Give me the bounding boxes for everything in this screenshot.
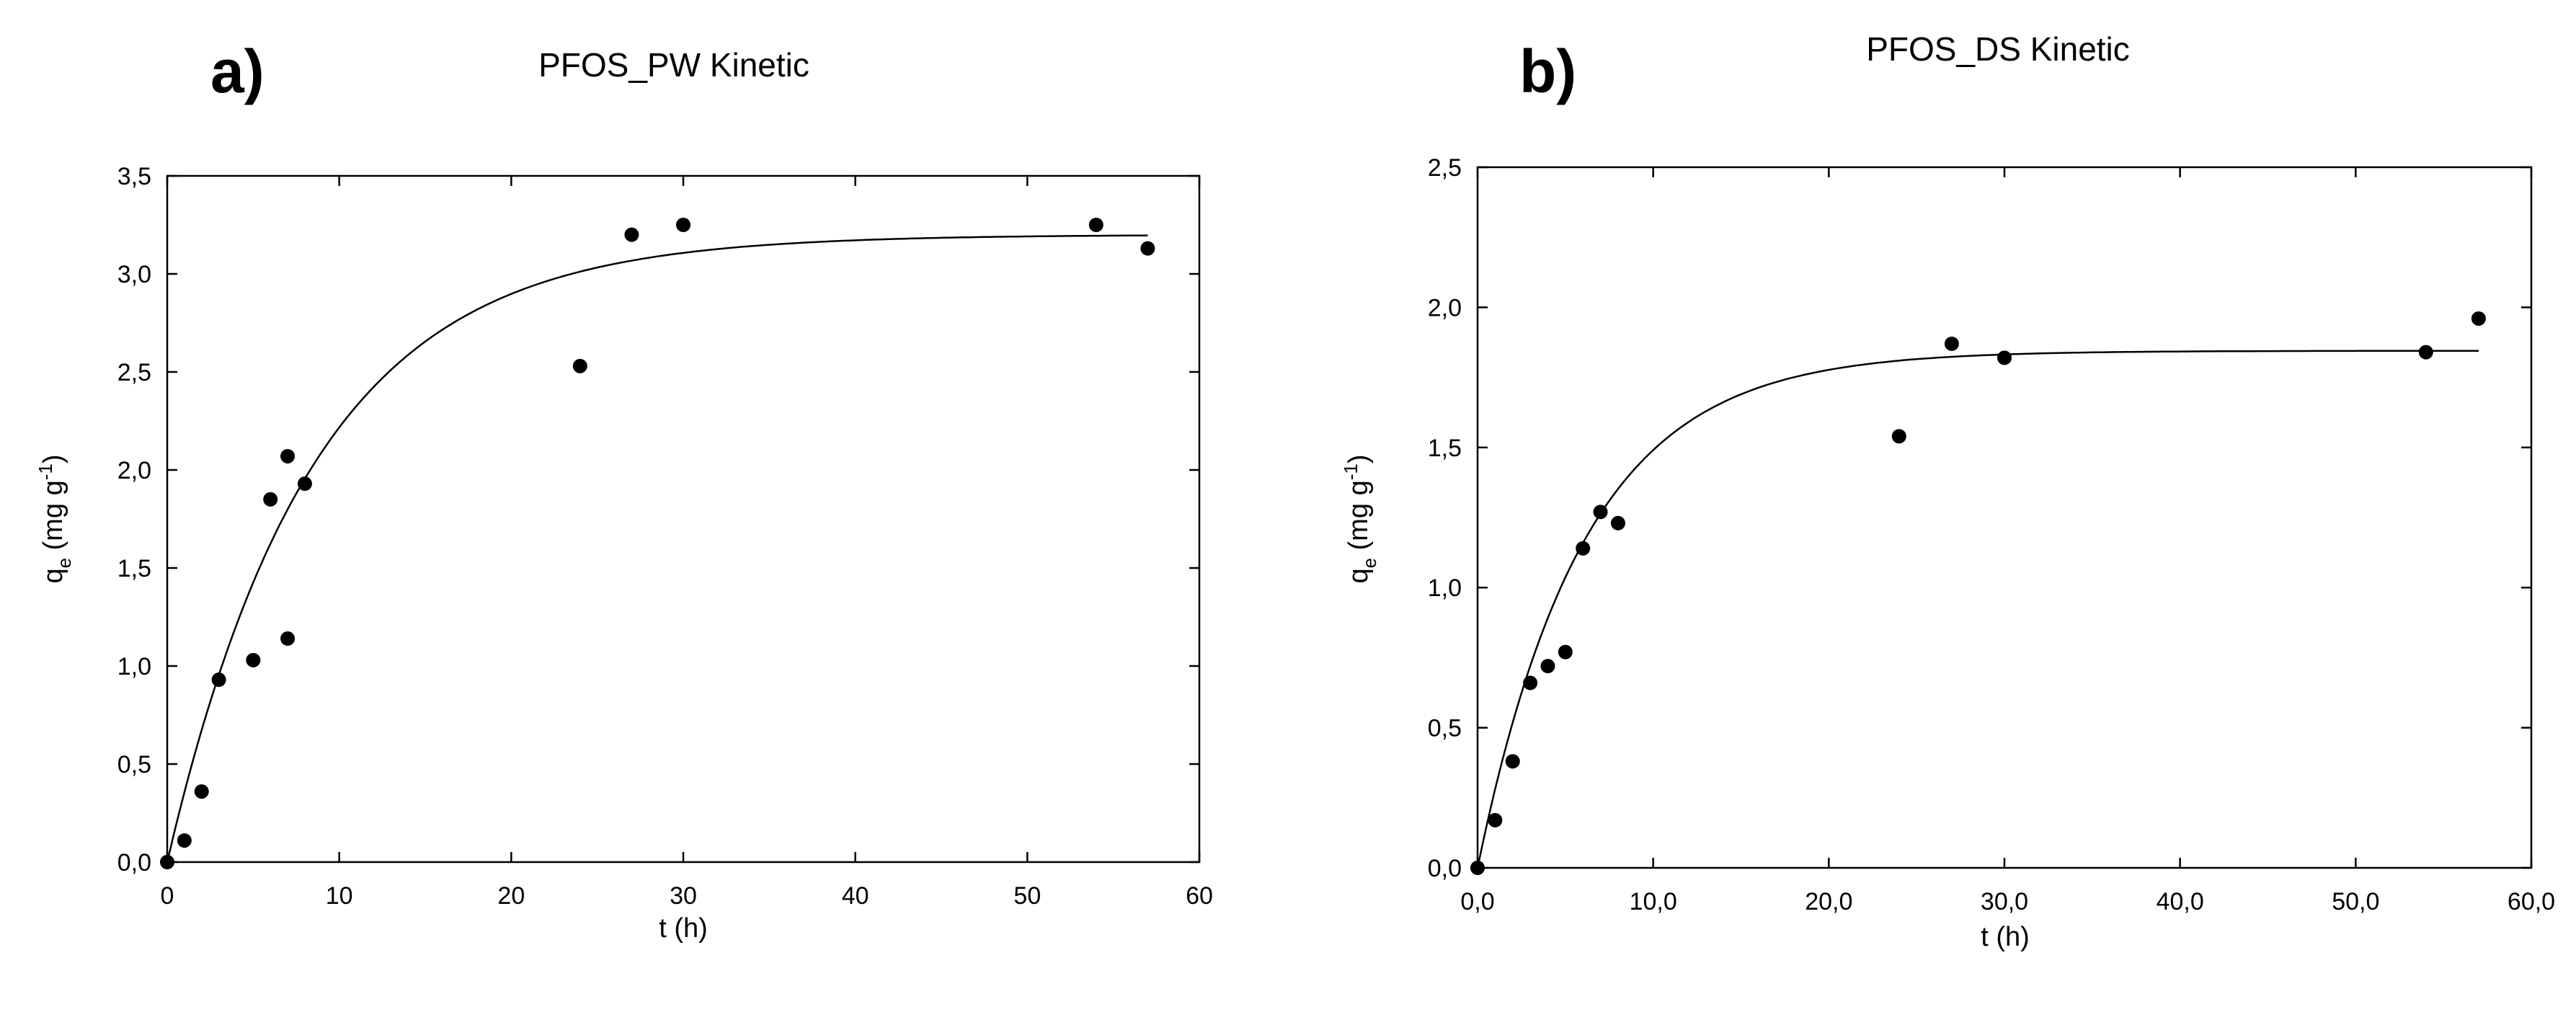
panel-letter-a: a) bbox=[210, 37, 265, 105]
chart-panel-b: b) PFOS_DS Kinetic 0,0 0,5 1,0 1,5 2,0 2,5 0,… bbox=[1340, 30, 2555, 952]
x-tick-label: 50,0 bbox=[2332, 888, 2379, 915]
fit-curve-group-b bbox=[1476, 350, 2479, 869]
y-tick-label: 2,0 bbox=[117, 457, 151, 484]
data-point bbox=[1088, 218, 1103, 232]
data-point bbox=[1470, 861, 1485, 875]
plot-frame-b bbox=[1476, 166, 2533, 869]
data-point bbox=[297, 476, 312, 492]
data-point bbox=[177, 833, 192, 848]
x-tick-label: 60,0 bbox=[2508, 888, 2555, 915]
data-point bbox=[263, 492, 278, 507]
data-point bbox=[1540, 659, 1555, 674]
plot-frame-a bbox=[166, 174, 1201, 864]
y-tick-label: 0,5 bbox=[117, 751, 151, 778]
chart-title-a: PFOS_PW Kinetic bbox=[538, 46, 809, 84]
y-ticks-b: 0,0 0,5 1,0 1,5 2,0 2,5 bbox=[1428, 154, 2531, 882]
x-tick-label: 40 bbox=[842, 882, 869, 910]
y-tick-label: 3,0 bbox=[117, 261, 151, 288]
data-point bbox=[1558, 644, 1573, 660]
data-point bbox=[280, 631, 296, 646]
data-point bbox=[1576, 541, 1591, 556]
y-tick-label: 3,5 bbox=[117, 163, 151, 190]
x-tick-label: 20 bbox=[497, 882, 525, 910]
y-axis-label-a: qe (mg g-1) bbox=[35, 454, 75, 583]
data-point bbox=[160, 855, 174, 869]
chart-title-b: PFOS_DS Kinetic bbox=[1866, 30, 2130, 68]
data-point bbox=[676, 218, 690, 232]
x-axis-label-b: t (h) bbox=[1981, 922, 2030, 952]
y-tick-label: 1,0 bbox=[117, 653, 151, 680]
data-point bbox=[1488, 812, 1503, 827]
data-point bbox=[624, 227, 639, 242]
data-point bbox=[194, 784, 209, 799]
x-tick-label: 20,0 bbox=[1805, 888, 1852, 915]
data-point bbox=[1997, 350, 2012, 365]
data-point bbox=[246, 652, 261, 667]
x-tick-label: 10 bbox=[326, 882, 353, 910]
data-point bbox=[1140, 241, 1155, 256]
y-tick-label: 1,5 bbox=[117, 555, 151, 582]
data-point bbox=[1891, 429, 1906, 444]
data-point bbox=[2418, 345, 2433, 360]
chart-panel-a: a) PFOS_PW Kinetic 0,0 0,5 1,0 1,5 2,0 2,5 3,0… bbox=[35, 37, 1213, 944]
y-tick-label: 2,0 bbox=[1428, 294, 1462, 321]
y-tick-label: 2,5 bbox=[117, 359, 151, 386]
x-ticks-a: 0 10 20 30 40 50 60 bbox=[161, 176, 1213, 910]
fit-curve bbox=[1476, 350, 2479, 869]
data-point bbox=[1944, 336, 1959, 351]
x-tick-label: 0,0 bbox=[1460, 888, 1494, 915]
y-axis-label-b: qe (mg g-1) bbox=[1340, 454, 1380, 583]
data-point bbox=[1593, 505, 1608, 520]
y-tick-label: 0,0 bbox=[117, 849, 151, 876]
data-point bbox=[2471, 311, 2486, 326]
x-tick-label: 10,0 bbox=[1630, 888, 1677, 915]
x-tick-label: 30,0 bbox=[1981, 888, 2028, 915]
data-point bbox=[1610, 515, 1625, 531]
y-tick-label: 0,5 bbox=[1428, 715, 1462, 742]
y-tick-label: 1,0 bbox=[1428, 574, 1462, 602]
fit-curve bbox=[166, 234, 1148, 863]
x-tick-label: 30 bbox=[670, 882, 697, 910]
data-point bbox=[1505, 754, 1520, 769]
y-tick-label: 2,5 bbox=[1428, 154, 1462, 182]
y-tick-label: 1,5 bbox=[1428, 435, 1462, 462]
x-tick-label: 50 bbox=[1013, 882, 1041, 910]
data-points-b bbox=[1470, 311, 2486, 875]
x-tick-label: 40,0 bbox=[2157, 888, 2204, 915]
data-point bbox=[211, 673, 226, 688]
y-tick-label: 0,0 bbox=[1428, 855, 1462, 882]
panel-letter-b: b) bbox=[1519, 37, 1576, 105]
y-ticks-a: 0,0 0,5 1,0 1,5 2,0 2,5 3,0 3,5 bbox=[117, 163, 1199, 876]
fit-curve-group-a bbox=[166, 234, 1148, 863]
x-tick-label: 60 bbox=[1186, 882, 1213, 910]
data-point bbox=[280, 448, 296, 463]
x-ticks-b: 0,0 10,0 20,0 30,0 40,0 50,0 60,0 bbox=[1460, 167, 2555, 915]
data-point bbox=[1523, 675, 1538, 691]
x-tick-label: 0 bbox=[161, 882, 174, 910]
data-points-a bbox=[160, 218, 1155, 869]
data-point bbox=[572, 358, 587, 373]
x-axis-label-a: t (h) bbox=[659, 913, 708, 944]
